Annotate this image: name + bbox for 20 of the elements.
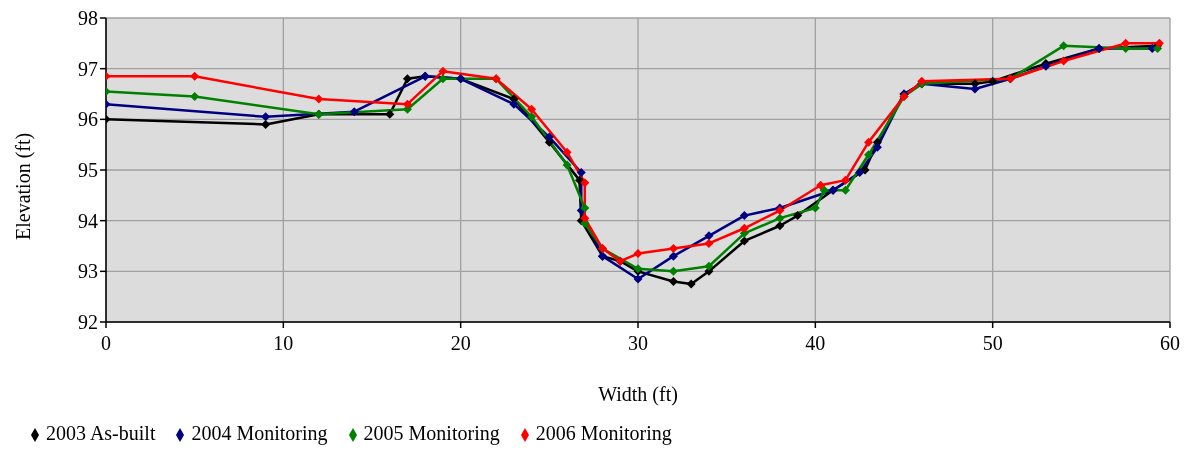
legend-label: 2006 Monitoring: [535, 422, 672, 444]
x-tick-label: 40: [805, 332, 826, 355]
y-tick-label: 98: [78, 7, 98, 30]
legend-label: 2004 Monitoring: [191, 422, 328, 444]
x-tick-label: 0: [101, 332, 111, 355]
x-tick-label: 10: [273, 332, 294, 355]
x-tick-label: 60: [1160, 332, 1180, 355]
y-tick-label: 93: [78, 260, 98, 283]
y-tick-label: 96: [78, 108, 98, 131]
y-tick-label: 92: [78, 311, 98, 334]
legend-label: 2005 Monitoring: [363, 422, 500, 444]
x-axis-title: Width (ft): [598, 383, 678, 407]
y-tick-label: 95: [78, 159, 98, 182]
y-tick-label: 97: [78, 57, 98, 80]
x-tick-label: 30: [628, 332, 648, 355]
y-axis-title: Elevation (ft): [12, 132, 36, 240]
x-tick-label: 50: [982, 332, 1003, 355]
y-tick-label: 94: [78, 209, 98, 232]
legend-label: 2003 As-built: [46, 422, 156, 444]
x-tick-label: 20: [450, 332, 471, 355]
